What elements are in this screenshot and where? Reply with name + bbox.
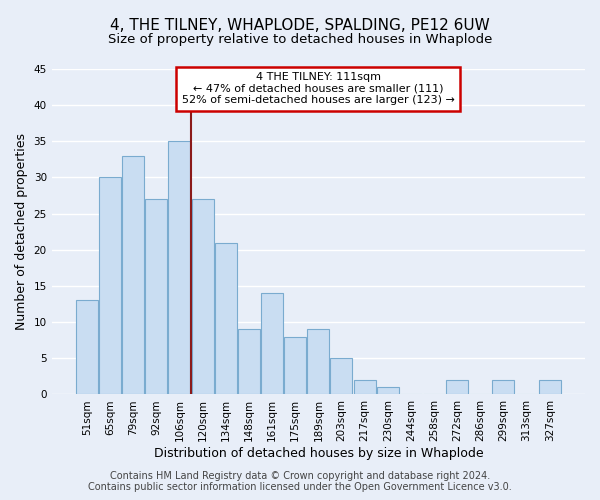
Text: 4 THE TILNEY: 111sqm
← 47% of detached houses are smaller (111)
52% of semi-deta: 4 THE TILNEY: 111sqm ← 47% of detached h… [182,72,455,106]
Bar [261,293,283,394]
Y-axis label: Number of detached properties: Number of detached properties [15,133,28,330]
Bar [377,387,399,394]
Bar [215,242,237,394]
X-axis label: Distribution of detached houses by size in Whaplode: Distribution of detached houses by size … [154,447,483,460]
Bar [307,330,329,394]
Bar [145,199,167,394]
Bar [76,300,98,394]
Bar [353,380,376,394]
Bar [284,336,306,394]
Bar [169,142,190,394]
Bar [331,358,352,394]
Bar [493,380,514,394]
Bar [99,178,121,394]
Bar [122,156,144,394]
Bar [238,330,260,394]
Text: Contains HM Land Registry data © Crown copyright and database right 2024.
Contai: Contains HM Land Registry data © Crown c… [88,471,512,492]
Bar [539,380,561,394]
Text: Size of property relative to detached houses in Whaplode: Size of property relative to detached ho… [108,32,492,46]
Text: 4, THE TILNEY, WHAPLODE, SPALDING, PE12 6UW: 4, THE TILNEY, WHAPLODE, SPALDING, PE12 … [110,18,490,32]
Bar [191,199,214,394]
Bar [446,380,468,394]
